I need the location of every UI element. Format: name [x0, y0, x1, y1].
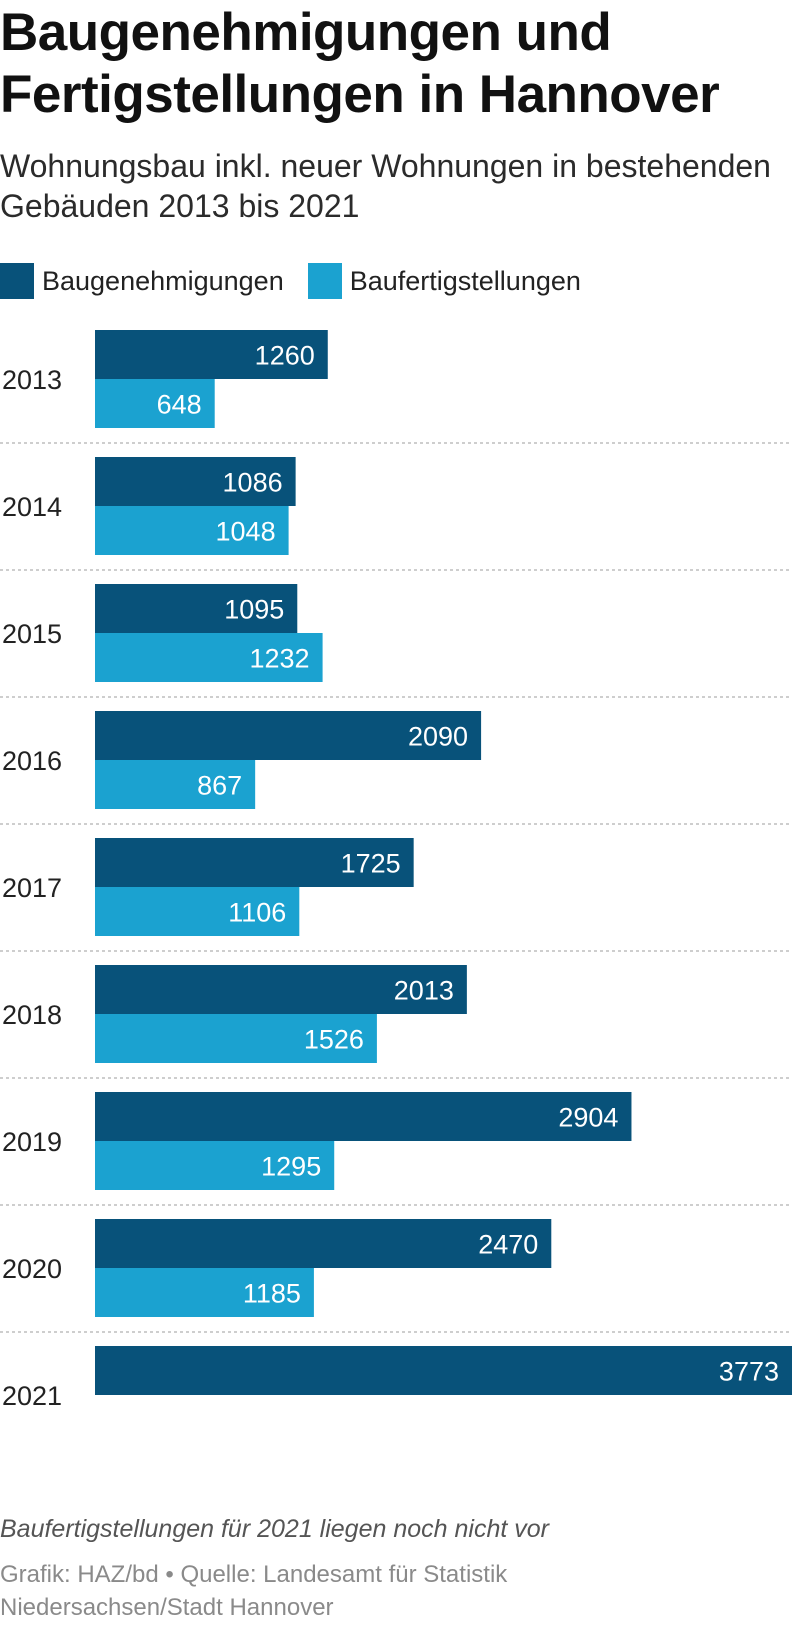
bar-baufertigstellungen-2013	[95, 379, 215, 428]
data-label-baufertigstellungen-2014: 1048	[216, 517, 276, 547]
bar-baufertigstellungen-2017	[95, 887, 300, 936]
legend-swatch-baufertigstellungen	[307, 263, 342, 299]
legend-label-baufertigstellungen: Baufertigstellungen	[349, 265, 581, 296]
data-label-baufertigstellungen-2020: 1185	[243, 1279, 301, 1309]
bar-baugenehmigungen-2016	[95, 711, 482, 760]
legend-label-baugenehmigungen: Baugenehmigungen	[42, 265, 284, 296]
bar-baufertigstellungen-2016	[95, 760, 256, 809]
chart-title: Baugenehmigungen und Fertigstellungen in…	[0, 3, 720, 124]
bar-baugenehmigungen-2019	[95, 1092, 632, 1141]
data-label-baugenehmigungen-2021: 3773	[719, 1357, 779, 1387]
bar-baufertigstellungen-2015	[95, 633, 323, 682]
category-label-2015: 2015	[2, 619, 62, 649]
bar-baugenehmigungen-2015	[95, 584, 298, 633]
footnote: Baufertigstellungen für 2021 liegen noch…	[0, 1515, 549, 1543]
category-label-2021: 2021	[2, 1381, 62, 1411]
data-label-baugenehmigungen-2013: 1260	[255, 341, 315, 371]
data-label-baugenehmigungen-2018: 2013	[394, 976, 454, 1006]
bar-baugenehmigungen-2017	[95, 838, 414, 887]
bar-chart: 1260 648 2013 1086 1048 2014 1095 1232 2015 2090 8…	[0, 330, 792, 1411]
bar-baugenehmigungen-2018	[95, 965, 467, 1014]
data-label-baugenehmigungen-2019: 2904	[558, 1103, 618, 1133]
bar-baufertigstellungen-2018	[95, 1014, 377, 1063]
bar-baugenehmigungen-2014	[95, 457, 296, 506]
legend-item-baugenehmigungen: Baugenehmigungen	[0, 263, 284, 299]
data-label-baugenehmigungen-2016: 2090	[408, 722, 468, 752]
bar-baufertigstellungen-2019	[95, 1141, 335, 1190]
data-label-baufertigstellungen-2017: 1106	[228, 898, 286, 928]
category-label-2020: 2020	[2, 1254, 62, 1284]
data-label-baugenehmigungen-2020: 2470	[478, 1230, 538, 1260]
data-label-baufertigstellungen-2016: 867	[197, 771, 242, 801]
category-label-2018: 2018	[2, 1000, 62, 1030]
chart-subtitle: Wohnungsbau inkl. neuer Wohnungen in bes…	[0, 148, 771, 224]
bar-baugenehmigungen-2020	[95, 1219, 552, 1268]
data-label-baufertigstellungen-2018: 1526	[304, 1025, 364, 1055]
category-label-2017: 2017	[2, 873, 62, 903]
category-label-2019: 2019	[2, 1127, 62, 1157]
data-label-baufertigstellungen-2019: 1295	[261, 1152, 321, 1182]
data-label-baufertigstellungen-2013: 648	[157, 390, 202, 420]
category-label-2014: 2014	[2, 492, 62, 522]
data-label-baugenehmigungen-2017: 1725	[341, 849, 401, 879]
legend-item-baufertigstellungen: Baufertigstellungen	[307, 263, 581, 299]
category-label-2013: 2013	[2, 365, 62, 395]
legend: Baugenehmigungen Baufertigstellungen	[0, 262, 605, 300]
bar-baugenehmigungen-2021	[95, 1346, 792, 1395]
legend-swatch-baugenehmigungen	[0, 263, 34, 299]
bar-baugenehmigungen-2013	[95, 330, 328, 379]
category-label-2016: 2016	[2, 746, 62, 776]
bar-baufertigstellungen-2020	[95, 1268, 314, 1317]
source-note: Grafik: HAZ/bd • Quelle: Landesamt für S…	[0, 1561, 508, 1621]
data-label-baufertigstellungen-2015: 1232	[250, 644, 310, 674]
bar-baufertigstellungen-2014	[95, 506, 289, 555]
data-label-baugenehmigungen-2014: 1086	[223, 468, 283, 498]
data-label-baugenehmigungen-2015: 1095	[224, 595, 284, 625]
